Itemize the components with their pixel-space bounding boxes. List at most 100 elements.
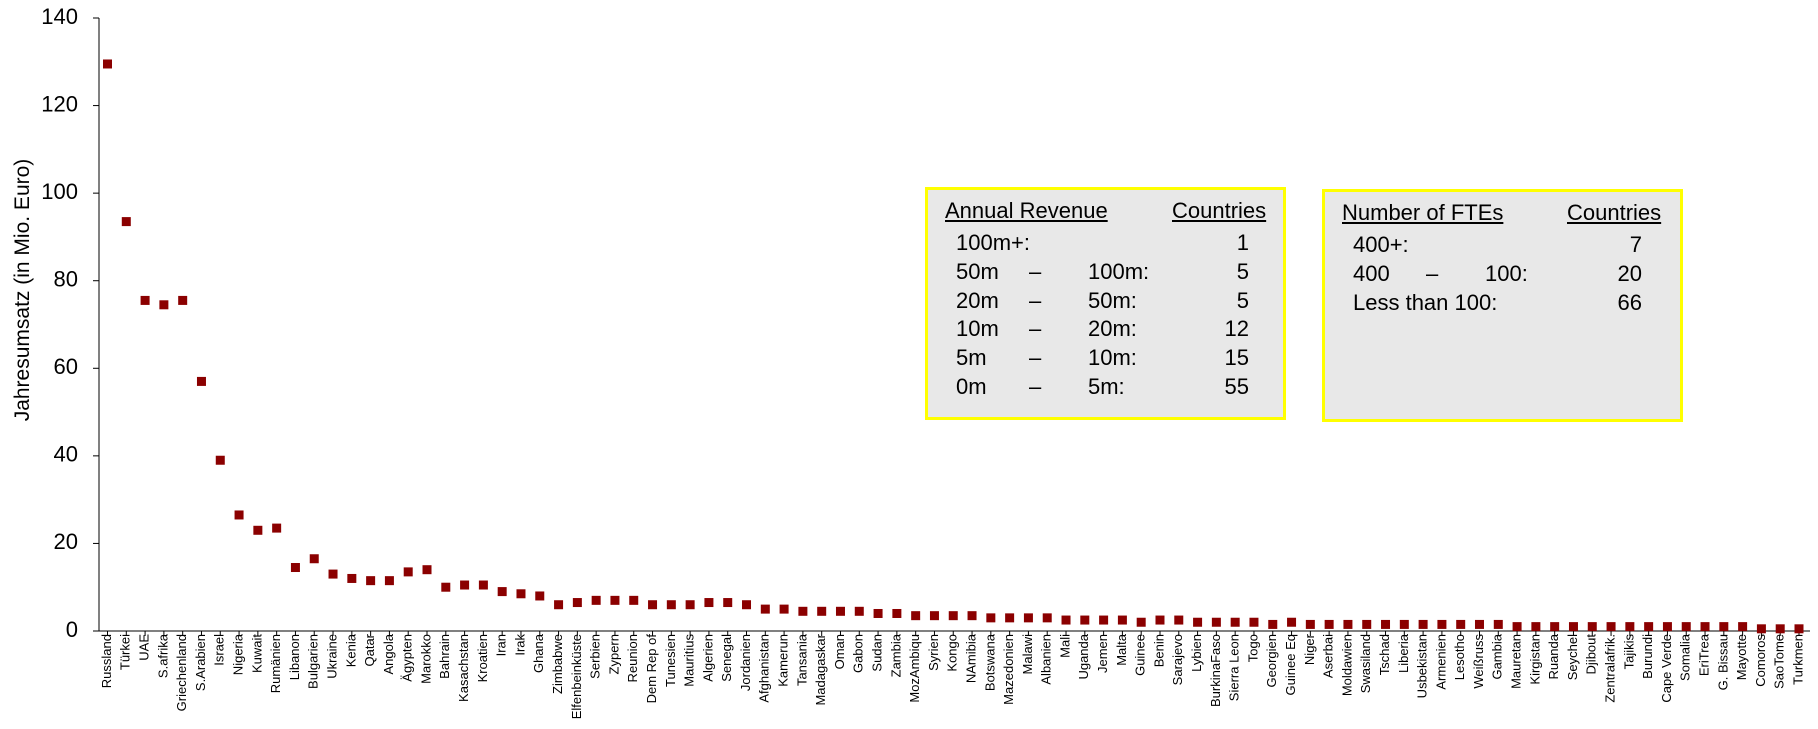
data-point bbox=[1644, 622, 1654, 632]
data-point bbox=[648, 600, 658, 610]
data-point bbox=[215, 455, 225, 465]
x-tick-label: Ukraine bbox=[324, 634, 339, 679]
legend-revenue-dash: – bbox=[1029, 258, 1042, 284]
revenue-legend-countries-header: Countries bbox=[1172, 198, 1267, 223]
legend-revenue-from: 10m bbox=[956, 316, 999, 342]
y-tick-label: 140 bbox=[41, 4, 78, 29]
x-tick-label: Ruanda bbox=[1546, 633, 1561, 679]
fte-legend-countries-header: Countries bbox=[1567, 200, 1662, 225]
x-tick-label: Kroatien bbox=[475, 634, 490, 682]
data-point bbox=[103, 59, 112, 69]
data-point bbox=[159, 300, 169, 310]
legend-fte-from: Less than 100: bbox=[1353, 290, 1498, 315]
x-tick-label: Gabon bbox=[851, 634, 866, 673]
x-tick-label: Türkei bbox=[118, 634, 133, 670]
data-point bbox=[290, 563, 300, 573]
legend-revenue-from: 50m bbox=[956, 258, 999, 284]
data-point bbox=[760, 604, 770, 614]
x-tick-label: Irak bbox=[512, 634, 527, 656]
data-point bbox=[1362, 619, 1372, 629]
data-point bbox=[1343, 619, 1353, 629]
data-point bbox=[1005, 613, 1015, 623]
data-point bbox=[1061, 615, 1071, 625]
data-point bbox=[1493, 619, 1503, 629]
x-tick-label: Zentralafrik. bbox=[1602, 634, 1617, 703]
x-tick-label: Albanien bbox=[1039, 634, 1054, 685]
legend-revenue-row: 100m+: 1 bbox=[928, 230, 1283, 258]
x-tick-label: Turkmen bbox=[1790, 634, 1805, 685]
x-tick-label: Djibout bbox=[1584, 634, 1599, 675]
legend-fte-row: 400 – 100: 20 bbox=[1325, 261, 1680, 289]
data-point bbox=[121, 217, 131, 227]
data-point bbox=[1662, 622, 1672, 632]
x-tick-label: Rumänien bbox=[268, 634, 283, 693]
legend-revenue-count: 15 bbox=[1224, 345, 1249, 371]
legend-fte-count: 7 bbox=[1629, 232, 1642, 257]
x-tick-label: Bulgarien bbox=[306, 634, 321, 689]
fte-legend: Number of FTEs Countries 400+: 7 400 – 100: 2… bbox=[1322, 189, 1683, 422]
data-point bbox=[1174, 615, 1184, 625]
data-point bbox=[629, 595, 639, 605]
data-point bbox=[1117, 615, 1127, 625]
x-tick-label: Marokko bbox=[418, 634, 433, 684]
data-point bbox=[854, 606, 864, 616]
y-tick-label: 120 bbox=[41, 91, 78, 116]
x-tick-label: Senegal bbox=[719, 634, 734, 682]
x-tick-label: Oman bbox=[832, 634, 847, 669]
legend-revenue-to: 10m: bbox=[1088, 345, 1137, 371]
data-point bbox=[1230, 617, 1240, 627]
x-tick-label: Serbien bbox=[588, 634, 603, 679]
legend-revenue-count: 5 bbox=[1236, 258, 1249, 284]
data-point bbox=[1794, 624, 1804, 634]
x-tick-label: Kamerun bbox=[776, 634, 791, 687]
legend-revenue-from: 0m bbox=[956, 374, 987, 399]
data-point bbox=[1042, 613, 1052, 623]
x-tick-label: Kenia bbox=[343, 633, 358, 667]
data-point bbox=[685, 600, 695, 610]
data-point bbox=[610, 595, 620, 605]
data-point bbox=[1568, 622, 1578, 632]
y-tick-label: 40 bbox=[54, 442, 78, 467]
data-point bbox=[873, 608, 883, 618]
legend-revenue-row: 0m – 5m: 55 bbox=[928, 374, 1283, 402]
data-point bbox=[309, 554, 319, 564]
x-tick-label: Algerien bbox=[700, 634, 715, 682]
x-tick-label: Ghana bbox=[531, 633, 546, 673]
data-point bbox=[742, 600, 752, 610]
x-tick-label: Kirgistan bbox=[1527, 634, 1542, 685]
data-point bbox=[1474, 619, 1484, 629]
x-tick-label: Niger bbox=[1302, 633, 1317, 665]
x-tick-label: Iran bbox=[494, 634, 509, 656]
x-tick-label: G. Bissau bbox=[1715, 634, 1730, 690]
data-point bbox=[929, 611, 939, 621]
x-tick-label: Lesotho bbox=[1452, 634, 1467, 680]
data-point bbox=[1305, 619, 1315, 629]
legend-fte-dash: – bbox=[1426, 261, 1439, 286]
x-tick-label: Moldawien bbox=[1339, 634, 1354, 696]
legend-revenue-to: 50m: bbox=[1088, 287, 1137, 313]
data-point bbox=[328, 569, 338, 579]
x-tick-label: Israel bbox=[212, 634, 227, 666]
legend-revenue-from: 20m bbox=[956, 287, 999, 313]
x-tick-label: Malawi bbox=[1020, 634, 1035, 675]
data-point bbox=[967, 611, 977, 621]
data-point bbox=[272, 523, 282, 533]
x-tick-label: Seychel bbox=[1565, 634, 1580, 680]
x-tick-label: Madagaskar bbox=[813, 633, 828, 705]
legend-revenue-dash: – bbox=[1029, 345, 1042, 371]
data-point bbox=[460, 580, 470, 590]
x-tick-label: Afghanistan bbox=[757, 634, 772, 703]
x-tick-label: Gambia bbox=[1490, 633, 1505, 679]
legend-fte-row: 400+: 7 bbox=[1325, 232, 1680, 260]
data-point bbox=[403, 567, 413, 577]
x-tick-label: Swasiland bbox=[1358, 634, 1373, 693]
x-tick-label: Cape Verde bbox=[1659, 634, 1674, 703]
x-tick-label: Tansania bbox=[794, 633, 809, 686]
data-point bbox=[422, 565, 432, 575]
x-tick-label: Elfenbeinküste bbox=[569, 634, 584, 719]
x-tick-label: Mali bbox=[1057, 634, 1072, 658]
data-point bbox=[497, 587, 507, 597]
legend-revenue-count: 55 bbox=[1224, 374, 1249, 399]
y-axis: 0 20 40 60 80 100 120 140 bbox=[41, 4, 100, 642]
